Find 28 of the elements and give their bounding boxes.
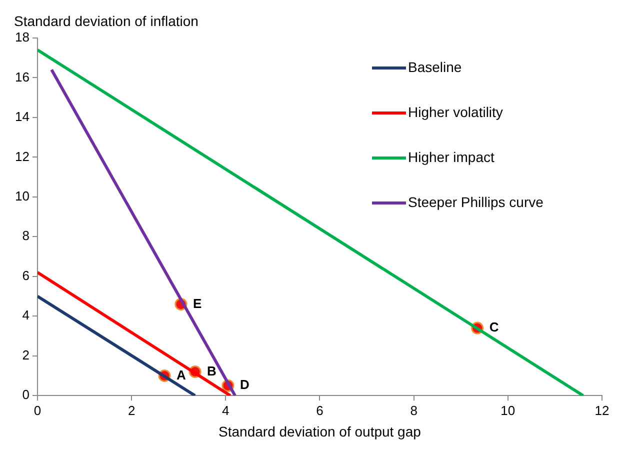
- y-tick-label: 16: [14, 69, 30, 84]
- y-tick-label: 0: [22, 387, 30, 402]
- y-tick-label: 2: [22, 347, 30, 362]
- y-axis-title: Standard deviation of inflation: [14, 13, 198, 29]
- y-tick-label: 10: [14, 188, 30, 204]
- legend-label: Baseline: [408, 58, 462, 75]
- y-tick-label: 6: [22, 268, 30, 283]
- annotation: B: [207, 363, 216, 378]
- x-tick-label: 6: [316, 402, 324, 418]
- x-tick-label: 4: [222, 402, 230, 418]
- x-tick-label: 2: [128, 402, 136, 418]
- x-tick-label: 12: [594, 402, 610, 418]
- legend-label: Higher volatility: [408, 104, 503, 120]
- y-tick-label: 14: [14, 109, 30, 124]
- x-tick-label: 10: [500, 402, 516, 418]
- y-tick-label: 4: [22, 308, 30, 323]
- y-tick-label: 12: [14, 148, 30, 164]
- legend-label: Steeper Phillips curve: [408, 194, 544, 210]
- y-tick-label: 18: [14, 30, 30, 45]
- x-tick-label: 0: [34, 402, 42, 418]
- annotation: A: [176, 367, 186, 382]
- annotation: E: [192, 296, 202, 311]
- x-tick-label: 8: [410, 402, 418, 418]
- x-axis-title: Standard deviation of output gap: [218, 423, 422, 440]
- y-tick-label: 8: [22, 228, 30, 244]
- legend-label: Higher impact: [408, 148, 494, 165]
- annotation: D: [240, 377, 250, 392]
- annotation: C: [489, 320, 500, 335]
